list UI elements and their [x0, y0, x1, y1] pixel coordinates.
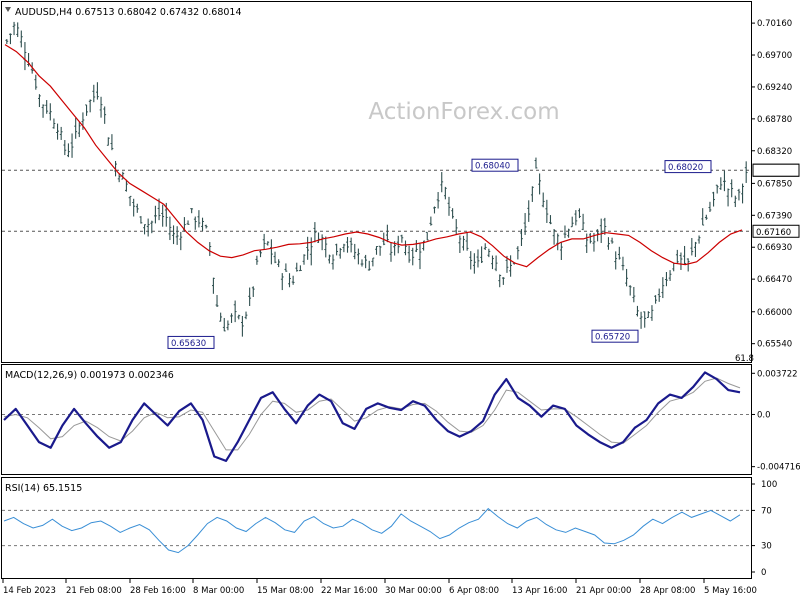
price-title-text: AUDUSD,H4 0.67513 0.68042 0.67432 0.6801… — [15, 7, 242, 18]
macd-y-tick-label: 0.003722 — [757, 369, 798, 379]
fib-label: 61.8 — [735, 354, 754, 364]
level-price-label: 0.67160 — [756, 228, 791, 238]
x-tick-label: 21 Feb 08:00 — [66, 586, 122, 596]
y-tick-label: 0.69240 — [757, 83, 792, 93]
current-price-box — [752, 163, 800, 177]
x-tick-label: 15 Mar 08:00 — [257, 586, 314, 596]
macd-y-tick-label: 0.0 — [757, 410, 771, 420]
x-tick-label: 28 Apr 08:00 — [640, 586, 695, 596]
rsi-y-tick-label: 70 — [761, 506, 772, 516]
y-tick-label: 0.66930 — [757, 243, 792, 253]
level-price-box — [752, 224, 800, 238]
x-tick-label: 13 Apr 16:00 — [512, 586, 567, 596]
macd-title: MACD(12,26,9) 0.001973 0.002346 — [5, 370, 174, 381]
rsi-y-tick-label: 100 — [761, 480, 777, 490]
rsi-panel-frame — [1, 477, 752, 579]
watermark: ActionForex.com — [368, 99, 559, 125]
rsi-line — [3, 507, 741, 554]
y-tick-label: 0.68780 — [757, 115, 792, 125]
x-tick-label: 30 Mar 00:00 — [385, 586, 442, 596]
macd-panel-frame — [1, 364, 752, 475]
y-tick-label: 0.69700 — [757, 51, 792, 61]
price-title: AUDUSD,H4 0.67513 0.68042 0.67432 0.6801… — [5, 7, 242, 18]
annotation-label: 0.68020 — [668, 163, 703, 173]
x-tick-label: 22 Mar 16:00 — [321, 586, 378, 596]
moving-average-line — [4, 44, 743, 268]
annotation-label: 0.68040 — [475, 162, 510, 172]
rsi-y-tick-label: 30 — [761, 542, 772, 552]
x-tick-label: 21 Apr 00:00 — [576, 586, 631, 596]
annotation-box — [591, 329, 639, 343]
annotation-label: 0.65630 — [171, 339, 206, 349]
rsi-y-tick-label: 0 — [761, 568, 766, 578]
rsi-title: RSI(14) 65.1515 — [5, 483, 82, 494]
macd-signal-line — [3, 377, 741, 451]
triangle-icon — [5, 7, 11, 12]
y-tick-label: 0.67390 — [757, 211, 792, 221]
annotation-box — [167, 335, 215, 349]
x-tick-label: 8 Mar 00:00 — [193, 586, 244, 596]
x-tick-label: 6 Apr 08:00 — [449, 586, 499, 596]
y-tick-label: 0.66000 — [757, 308, 792, 318]
x-tick-label: 14 Feb 2023 — [3, 586, 56, 596]
y-tick-label: 0.67850 — [757, 179, 792, 189]
x-tick-label: 28 Feb 16:00 — [130, 586, 186, 596]
y-tick-label: 0.68320 — [757, 147, 792, 157]
y-tick-label: 0.66470 — [757, 275, 792, 285]
y-tick-label: 0.65540 — [757, 340, 792, 350]
x-tick-label: 5 May 16:00 — [704, 586, 757, 596]
y-tick-label: 0.70160 — [757, 19, 792, 29]
macd-y-tick-label: -0.004716 — [757, 463, 800, 473]
annotation-box — [664, 160, 712, 174]
annotation-box — [471, 158, 519, 172]
annotation-label: 0.65720 — [595, 333, 630, 343]
macd-line — [3, 371, 741, 462]
price-panel-frame — [1, 1, 752, 363]
